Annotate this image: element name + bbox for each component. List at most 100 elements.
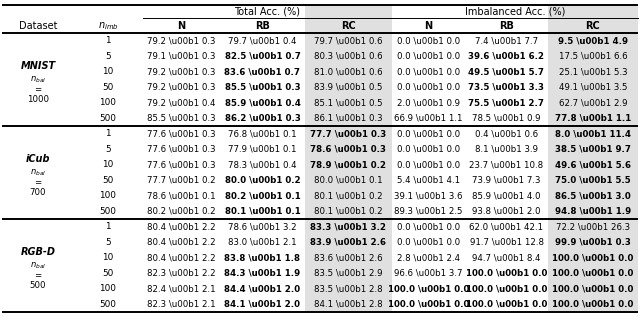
Text: N: N bbox=[424, 21, 433, 31]
Text: 79.2 \u00b1 0.3: 79.2 \u00b1 0.3 bbox=[147, 83, 216, 92]
Text: 80.0 \u00b1 0.2: 80.0 \u00b1 0.2 bbox=[225, 176, 300, 185]
Text: 100.0 \u00b1 0.0: 100.0 \u00b1 0.0 bbox=[466, 300, 547, 309]
Text: RC: RC bbox=[586, 21, 600, 31]
Text: 78.6 \u00b1 0.1: 78.6 \u00b1 0.1 bbox=[147, 191, 216, 200]
Text: 83.6 \u00b1 0.7: 83.6 \u00b1 0.7 bbox=[225, 67, 301, 76]
Text: 1: 1 bbox=[105, 129, 111, 138]
Text: 80.4 \u00b1 2.2: 80.4 \u00b1 2.2 bbox=[147, 253, 216, 262]
Text: 79.1 \u00b1 0.3: 79.1 \u00b1 0.3 bbox=[147, 52, 216, 61]
Text: 700: 700 bbox=[29, 188, 46, 197]
Text: RC: RC bbox=[341, 21, 356, 31]
Text: 0.0 \u00b1 0.0: 0.0 \u00b1 0.0 bbox=[397, 52, 460, 61]
Text: 100.0 \u00b1 0.0: 100.0 \u00b1 0.0 bbox=[466, 269, 547, 278]
Text: 94.8 \u00b1 1.9: 94.8 \u00b1 1.9 bbox=[555, 207, 631, 216]
Text: 80.0 \u00b1 0.1: 80.0 \u00b1 0.1 bbox=[314, 176, 383, 185]
Text: 86.1 \u00b1 0.3: 86.1 \u00b1 0.3 bbox=[314, 114, 383, 123]
Text: 500: 500 bbox=[100, 114, 116, 123]
Text: 85.5 \u00b1 0.3: 85.5 \u00b1 0.3 bbox=[147, 114, 216, 123]
Text: 77.8 \u00b1 1.1: 77.8 \u00b1 1.1 bbox=[555, 114, 631, 123]
Text: 73.9 \u00b1 7.3: 73.9 \u00b1 7.3 bbox=[472, 176, 541, 185]
Text: 82.3 \u00b1 2.1: 82.3 \u00b1 2.1 bbox=[147, 300, 216, 309]
Text: 0.0 \u00b1 0.0: 0.0 \u00b1 0.0 bbox=[397, 160, 460, 169]
Text: 80.2 \u00b1 0.2: 80.2 \u00b1 0.2 bbox=[147, 207, 216, 216]
Text: 83.8 \u00b1 1.8: 83.8 \u00b1 1.8 bbox=[225, 253, 301, 262]
Text: 100.0 \u00b1 0.0: 100.0 \u00b1 0.0 bbox=[552, 269, 634, 278]
Text: 100.0 \u00b1 0.0: 100.0 \u00b1 0.0 bbox=[388, 300, 469, 309]
Text: 0.0 \u00b1 0.0: 0.0 \u00b1 0.0 bbox=[397, 222, 460, 231]
Text: 99.9 \u00b1 0.3: 99.9 \u00b1 0.3 bbox=[555, 238, 631, 247]
Text: 83.5 \u00b1 2.8: 83.5 \u00b1 2.8 bbox=[314, 284, 383, 293]
Text: 78.6 \u00b1 0.3: 78.6 \u00b1 0.3 bbox=[310, 145, 387, 154]
Text: 100: 100 bbox=[100, 98, 116, 107]
Text: 0.0 \u00b1 0.0: 0.0 \u00b1 0.0 bbox=[397, 67, 460, 76]
Text: Total Acc. (%): Total Acc. (%) bbox=[234, 7, 301, 17]
Text: 1: 1 bbox=[105, 222, 111, 231]
Bar bbox=[548, 5, 638, 312]
Text: 49.5 \u00b1 5.7: 49.5 \u00b1 5.7 bbox=[468, 67, 545, 76]
Text: $n_{bal}$: $n_{bal}$ bbox=[30, 260, 46, 271]
Text: 500: 500 bbox=[100, 300, 116, 309]
Text: 94.7 \u00b1 8.4: 94.7 \u00b1 8.4 bbox=[472, 253, 541, 262]
Text: 8.1 \u00b1 3.9: 8.1 \u00b1 3.9 bbox=[475, 145, 538, 154]
Text: 5: 5 bbox=[105, 145, 111, 154]
Text: 7.4 \u00b1 7.7: 7.4 \u00b1 7.7 bbox=[475, 36, 538, 45]
Text: 75.0 \u00b1 5.5: 75.0 \u00b1 5.5 bbox=[555, 176, 631, 185]
Text: 79.2 \u00b1 0.3: 79.2 \u00b1 0.3 bbox=[147, 36, 216, 45]
Text: 82.4 \u00b1 2.1: 82.4 \u00b1 2.1 bbox=[147, 284, 216, 293]
Text: =: = bbox=[35, 178, 42, 187]
Text: 80.1 \u00b1 0.2: 80.1 \u00b1 0.2 bbox=[314, 191, 383, 200]
Text: 500: 500 bbox=[100, 207, 116, 216]
Text: 0.0 \u00b1 0.0: 0.0 \u00b1 0.0 bbox=[397, 145, 460, 154]
Text: 1000: 1000 bbox=[27, 95, 49, 104]
Text: 80.3 \u00b1 0.6: 80.3 \u00b1 0.6 bbox=[314, 52, 383, 61]
Text: 80.4 \u00b1 2.2: 80.4 \u00b1 2.2 bbox=[147, 222, 216, 231]
Text: 84.1 \u00b1 2.8: 84.1 \u00b1 2.8 bbox=[314, 300, 383, 309]
Text: 83.5 \u00b1 2.9: 83.5 \u00b1 2.9 bbox=[314, 269, 383, 278]
Text: 85.9 \u00b1 0.4: 85.9 \u00b1 0.4 bbox=[225, 98, 300, 107]
Text: 17.5 \u00b1 6.6: 17.5 \u00b1 6.6 bbox=[559, 52, 627, 61]
Text: 84.3 \u00b1 1.9: 84.3 \u00b1 1.9 bbox=[225, 269, 301, 278]
Text: 500: 500 bbox=[29, 281, 46, 290]
Text: 50: 50 bbox=[102, 176, 114, 185]
Text: 10: 10 bbox=[102, 160, 114, 169]
Text: 5: 5 bbox=[105, 52, 111, 61]
Text: =: = bbox=[35, 85, 42, 94]
Text: =: = bbox=[35, 271, 42, 280]
Text: 83.9 \u00b1 2.6: 83.9 \u00b1 2.6 bbox=[310, 238, 387, 247]
Text: 0.0 \u00b1 0.0: 0.0 \u00b1 0.0 bbox=[397, 36, 460, 45]
Text: 80.4 \u00b1 2.2: 80.4 \u00b1 2.2 bbox=[147, 238, 216, 247]
Text: 84.4 \u00b1 2.0: 84.4 \u00b1 2.0 bbox=[225, 284, 301, 293]
Text: 77.7 \u00b1 0.3: 77.7 \u00b1 0.3 bbox=[310, 129, 387, 138]
Text: 5.4 \u00b1 4.1: 5.4 \u00b1 4.1 bbox=[397, 176, 460, 185]
Text: 10: 10 bbox=[102, 67, 114, 76]
Text: 10: 10 bbox=[102, 253, 114, 262]
Text: 0.0 \u00b1 0.0: 0.0 \u00b1 0.0 bbox=[397, 129, 460, 138]
Text: 62.0 \u00b1 42.1: 62.0 \u00b1 42.1 bbox=[469, 222, 543, 231]
Text: 96.6 \u00b1 3.7: 96.6 \u00b1 3.7 bbox=[394, 269, 463, 278]
Text: 8.0 \u00b1 11.4: 8.0 \u00b1 11.4 bbox=[555, 129, 631, 138]
Text: 100: 100 bbox=[100, 191, 116, 200]
Text: RB: RB bbox=[255, 21, 270, 31]
Text: 100.0 \u00b1 0.0: 100.0 \u00b1 0.0 bbox=[552, 284, 634, 293]
Text: 75.5 \u00b1 2.7: 75.5 \u00b1 2.7 bbox=[468, 98, 545, 107]
Text: 85.5 \u00b1 0.3: 85.5 \u00b1 0.3 bbox=[225, 83, 300, 92]
Bar bbox=[305, 5, 392, 312]
Text: 79.2 \u00b1 0.3: 79.2 \u00b1 0.3 bbox=[147, 67, 216, 76]
Text: 85.1 \u00b1 0.5: 85.1 \u00b1 0.5 bbox=[314, 98, 383, 107]
Text: Imbalanced Acc. (%): Imbalanced Acc. (%) bbox=[465, 7, 565, 17]
Text: 100: 100 bbox=[100, 284, 116, 293]
Text: 85.9 \u00b1 4.0: 85.9 \u00b1 4.0 bbox=[472, 191, 541, 200]
Text: 100.0 \u00b1 0.0: 100.0 \u00b1 0.0 bbox=[388, 284, 469, 293]
Text: 77.6 \u00b1 0.3: 77.6 \u00b1 0.3 bbox=[147, 129, 216, 138]
Text: $n_{imb}$: $n_{imb}$ bbox=[98, 20, 118, 32]
Text: 83.0 \u00b1 2.1: 83.0 \u00b1 2.1 bbox=[228, 238, 297, 247]
Text: 77.6 \u00b1 0.3: 77.6 \u00b1 0.3 bbox=[147, 160, 216, 169]
Text: 79.2 \u00b1 0.4: 79.2 \u00b1 0.4 bbox=[147, 98, 216, 107]
Text: Dataset: Dataset bbox=[19, 21, 57, 31]
Text: 78.3 \u00b1 0.4: 78.3 \u00b1 0.4 bbox=[228, 160, 297, 169]
Text: 0.0 \u00b1 0.0: 0.0 \u00b1 0.0 bbox=[397, 83, 460, 92]
Text: 80.1 \u00b1 0.2: 80.1 \u00b1 0.2 bbox=[314, 207, 383, 216]
Text: 72.2 \u00b1 26.3: 72.2 \u00b1 26.3 bbox=[556, 222, 630, 231]
Text: RB: RB bbox=[499, 21, 514, 31]
Text: 39.1 \u00b1 3.6: 39.1 \u00b1 3.6 bbox=[394, 191, 463, 200]
